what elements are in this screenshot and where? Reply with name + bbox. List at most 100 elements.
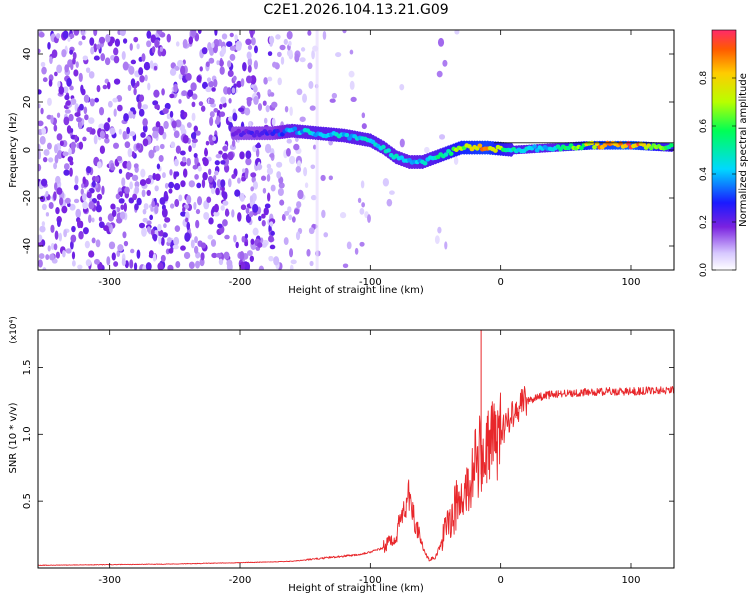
noise-blob — [250, 37, 256, 46]
noise-blob — [238, 107, 245, 113]
noise-blob — [117, 104, 123, 112]
noise-blob — [257, 103, 263, 111]
noise-blob — [444, 241, 448, 250]
noise-blob — [361, 202, 365, 208]
noise-blob — [190, 239, 195, 249]
noise-blob — [72, 57, 76, 65]
snr-x-tick-label: -200 — [229, 575, 252, 586]
noise-blob — [187, 89, 194, 97]
noise-blob — [247, 65, 252, 73]
noise-blob — [214, 170, 219, 176]
noise-blob — [55, 207, 60, 215]
noise-blob — [63, 229, 67, 238]
noise-blob — [45, 254, 50, 260]
noise-blob — [122, 38, 128, 44]
noise-blob — [335, 52, 342, 58]
noise-blob — [138, 222, 146, 229]
noise-blob — [100, 53, 106, 62]
noise-blob — [237, 212, 242, 222]
noise-blob — [164, 182, 169, 189]
noise-blob — [322, 30, 327, 40]
noise-blob — [223, 251, 230, 260]
noise-blob — [233, 234, 237, 243]
noise-blob — [61, 205, 68, 214]
noise-blob — [70, 62, 74, 71]
track-point — [422, 161, 428, 166]
noise-blob — [231, 209, 235, 218]
noise-blob — [266, 163, 272, 169]
noise-blob — [121, 177, 126, 187]
spectrogram-x-tick-label: 0 — [497, 277, 503, 288]
noise-blob — [82, 200, 88, 210]
noise-blob — [197, 30, 202, 35]
noise-blob — [242, 62, 247, 72]
noise-blob — [280, 56, 285, 65]
noise-blob — [169, 169, 173, 176]
noise-blob — [234, 34, 238, 42]
noise-blob — [93, 134, 98, 145]
noise-blob — [107, 117, 111, 123]
spectrogram-content — [38, 30, 674, 270]
noise-blob — [253, 60, 258, 70]
noise-blob — [53, 124, 58, 132]
noise-blob — [98, 123, 105, 130]
noise-blob — [104, 133, 109, 139]
noise-blob — [234, 189, 241, 197]
noise-blob — [38, 150, 42, 160]
noise-blob — [166, 33, 171, 43]
noise-blob — [180, 245, 186, 251]
noise-blob — [103, 122, 110, 132]
track-point — [669, 143, 674, 148]
noise-blob — [49, 253, 55, 261]
noise-blob — [139, 75, 145, 83]
noise-blob — [65, 248, 72, 254]
noise-blob — [94, 97, 100, 103]
noise-blob — [61, 49, 67, 58]
noise-blob — [180, 109, 185, 115]
noise-blob — [244, 241, 249, 247]
noise-blob — [192, 131, 197, 140]
noise-blob — [195, 208, 201, 215]
noise-blob — [240, 78, 245, 87]
noise-blob — [269, 153, 275, 158]
noise-blob — [67, 36, 71, 42]
noise-blob — [146, 226, 151, 233]
noise-blob — [91, 217, 95, 223]
noise-blob — [194, 236, 198, 244]
noise-blob — [208, 98, 215, 105]
noise-blob — [171, 120, 177, 129]
noise-blob — [200, 252, 205, 261]
noise-blob — [129, 259, 134, 269]
colorbar-tick-label: 0.0 — [699, 263, 709, 278]
noise-blob — [295, 166, 302, 173]
spectrogram-x-tick-label: -200 — [229, 277, 252, 288]
noise-blob — [226, 41, 233, 48]
noise-blob — [348, 70, 355, 78]
noise-blob — [116, 155, 123, 162]
noise-blob — [131, 151, 135, 158]
noise-blob — [85, 67, 91, 73]
noise-blob — [271, 101, 278, 108]
noise-blob — [63, 116, 70, 126]
colorbar-tick-label: 0.4 — [699, 167, 709, 182]
noise-blob — [142, 118, 148, 127]
noise-blob — [200, 105, 206, 112]
noise-blob — [308, 80, 314, 89]
noise-blob — [255, 143, 262, 149]
noise-blob — [98, 36, 106, 44]
noise-blob — [203, 212, 210, 220]
noise-blob — [49, 56, 53, 64]
noise-blob — [38, 31, 45, 38]
noise-blob — [297, 189, 304, 200]
noise-blob — [232, 112, 238, 122]
snr-panel: -300 -200 -100 0 100 0.5 1.0 1.5 Height of str… — [8, 316, 675, 594]
noise-blob — [196, 182, 202, 189]
noise-blob — [141, 227, 147, 237]
noise-blob — [105, 33, 111, 43]
noise-blob — [91, 180, 96, 188]
noise-blob — [46, 142, 52, 150]
noise-blob — [244, 233, 249, 239]
noise-blob — [200, 242, 207, 249]
noise-blob — [231, 139, 236, 147]
noise-blob — [54, 230, 59, 240]
